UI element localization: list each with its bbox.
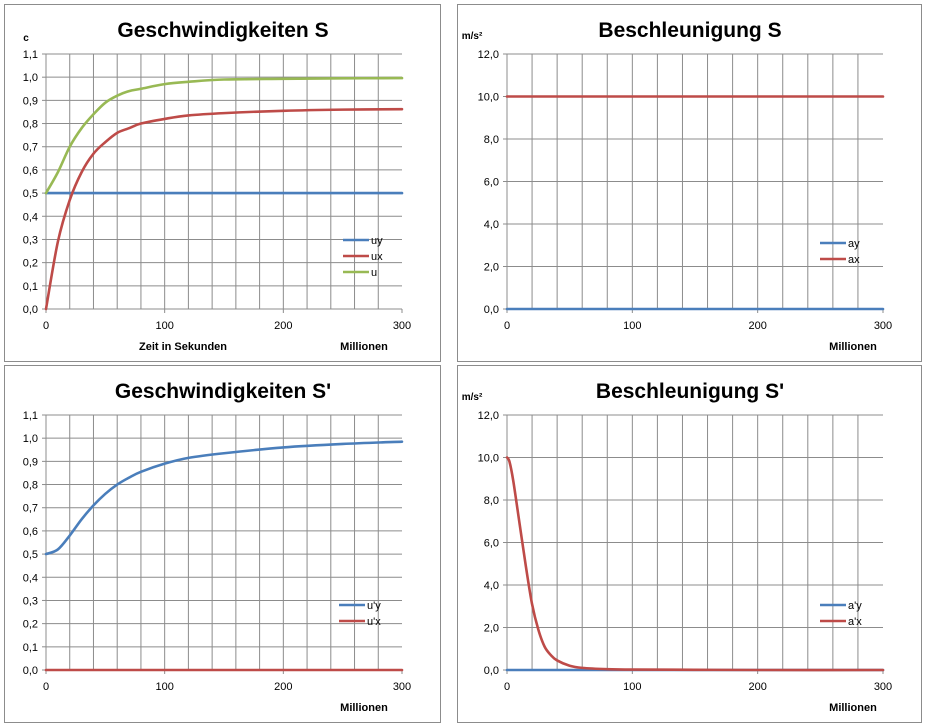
vertical-gridlines bbox=[69, 415, 379, 670]
horizontal-gridlines bbox=[46, 414, 402, 648]
chart-svg: Geschwindigkeiten S' 0,0 0,1 0,2 0,3 0,4 0,5 0,… bbox=[23, 380, 411, 714]
legend-label: a'x bbox=[848, 616, 862, 628]
x-tick-label: 200 bbox=[274, 681, 292, 693]
y-tick-label: 0,3 bbox=[23, 595, 38, 607]
horizontal-gridlines bbox=[46, 53, 402, 287]
y-tick-label: 1,0 bbox=[23, 433, 38, 445]
y-tick-label: 0,3 bbox=[23, 234, 38, 246]
x-tick-label: 0 bbox=[504, 320, 510, 332]
y-tick-label: 0,2 bbox=[23, 258, 38, 270]
x-tick-label: 300 bbox=[393, 681, 411, 693]
y-tick-label: 2,0 bbox=[484, 262, 499, 274]
y-tick-label: 1,0 bbox=[23, 72, 38, 84]
legend-label: u'x bbox=[367, 616, 381, 628]
y-tick-label: 1,1 bbox=[23, 49, 38, 61]
y-tick-label: 0,6 bbox=[23, 526, 38, 538]
y-tick-label: 0,4 bbox=[23, 572, 38, 584]
y-tick-label: 0,0 bbox=[23, 304, 38, 316]
y-tick-label: 8,0 bbox=[484, 134, 499, 146]
chart-title: Beschleunigung S bbox=[598, 19, 781, 42]
legend-label: uy bbox=[371, 235, 383, 247]
chart-title: Geschwindigkeiten S' bbox=[115, 380, 331, 403]
chart-svg: Beschleunigung S m/s² 0,0 2,0 4,0 6,0 8,0 10,0 1… bbox=[462, 19, 892, 353]
y-axis-label: m/s² bbox=[462, 31, 483, 42]
x-tick-label: 100 bbox=[155, 320, 173, 332]
legend-label: u'y bbox=[367, 600, 381, 612]
legend-label: u bbox=[371, 267, 377, 279]
chart-svg: Beschleunigung S' m/s² 0,0 2,0 4,0 6,0 8,0 10,0… bbox=[462, 380, 892, 714]
x-tick-label: 300 bbox=[874, 320, 892, 332]
series-line-1 bbox=[44, 107, 404, 311]
y-axis-label: m/s² bbox=[462, 392, 483, 403]
y-tick-label: 0,6 bbox=[23, 165, 38, 177]
x-tick-label: 100 bbox=[155, 681, 173, 693]
y-tick-label: 0,4 bbox=[23, 211, 38, 223]
y-tick-label: 0,7 bbox=[23, 503, 38, 515]
chart-panel-acceleration-s: Beschleunigung S m/s² 0,0 2,0 4,0 6,0 8,0 10,0 1… bbox=[457, 4, 922, 362]
y-axis-label: c bbox=[23, 33, 29, 44]
y-tick-label: 1,1 bbox=[23, 410, 38, 422]
y-tick-label: 0,8 bbox=[23, 480, 38, 492]
x-tick-label: 100 bbox=[623, 320, 641, 332]
y-tick-label: 0,5 bbox=[23, 549, 38, 561]
y-tick-label: 0,9 bbox=[23, 456, 38, 468]
y-tick-label: 10,0 bbox=[478, 453, 499, 465]
x-tick-label: 300 bbox=[393, 320, 411, 332]
legend-label: ax bbox=[848, 254, 860, 266]
x-axis-unit-label: Millionen bbox=[829, 341, 877, 353]
legend-label: a'y bbox=[848, 600, 862, 612]
chart-title: Beschleunigung S' bbox=[596, 380, 784, 403]
y-tick-label: 0,1 bbox=[23, 642, 38, 654]
y-tick-label: 0,0 bbox=[23, 665, 38, 677]
y-tick-label: 0,7 bbox=[23, 142, 38, 154]
x-tick-label: 200 bbox=[748, 320, 766, 332]
y-tick-label: 4,0 bbox=[484, 580, 499, 592]
y-tick-label: 0,9 bbox=[23, 95, 38, 107]
x-tick-label: 100 bbox=[623, 681, 641, 693]
chart-panel-velocity-s-prime: Geschwindigkeiten S' 0,0 0,1 0,2 0,3 0,4 0,5 0,… bbox=[4, 365, 441, 723]
x-axis-label: Zeit in Sekunden bbox=[139, 341, 227, 353]
x-tick-label: 300 bbox=[874, 681, 892, 693]
x-tick-label: 0 bbox=[43, 320, 49, 332]
x-tick-label: 0 bbox=[43, 681, 49, 693]
y-tick-label: 0,5 bbox=[23, 188, 38, 200]
y-tick-label: 8,0 bbox=[484, 495, 499, 507]
legend: ay ax bbox=[820, 238, 860, 266]
y-tick-label: 12,0 bbox=[478, 410, 499, 422]
series-line-0 bbox=[44, 440, 404, 556]
y-tick-label: 0,2 bbox=[23, 619, 38, 631]
y-tick-label: 0,0 bbox=[484, 304, 499, 316]
x-tick-label: 200 bbox=[274, 320, 292, 332]
chart-panel-acceleration-s-prime: Beschleunigung S' m/s² 0,0 2,0 4,0 6,0 8,0 10,0… bbox=[457, 365, 922, 723]
x-axis-unit-label: Millionen bbox=[340, 702, 388, 714]
y-tick-label: 0,0 bbox=[484, 665, 499, 677]
legend: a'y a'x bbox=[820, 600, 862, 628]
x-tick-label: 0 bbox=[504, 681, 510, 693]
y-tick-label: 0,1 bbox=[23, 281, 38, 293]
chart-panel-velocity-s: Geschwindigkeiten S c 0,0 0,1 0,2 0,3 0,4 0,5 0,… bbox=[4, 4, 441, 362]
legend-label: ux bbox=[371, 251, 383, 263]
y-tick-label: 6,0 bbox=[484, 538, 499, 550]
chart-svg: Geschwindigkeiten S c 0,0 0,1 0,2 0,3 0,4 0,5 0,… bbox=[23, 19, 411, 353]
y-tick-label: 6,0 bbox=[484, 177, 499, 189]
y-tick-label: 4,0 bbox=[484, 219, 499, 231]
y-tick-label: 2,0 bbox=[484, 623, 499, 635]
y-tick-label: 12,0 bbox=[478, 49, 499, 61]
legend-label: ay bbox=[848, 238, 860, 250]
horizontal-gridlines bbox=[507, 53, 883, 267]
chart-title: Geschwindigkeiten S bbox=[117, 19, 328, 42]
series-line-2 bbox=[44, 76, 404, 195]
vertical-gridlines bbox=[69, 54, 379, 309]
y-tick-label: 10,0 bbox=[478, 92, 499, 104]
legend: u'y u'x bbox=[339, 600, 381, 628]
x-tick-label: 200 bbox=[748, 681, 766, 693]
horizontal-gridlines bbox=[507, 414, 883, 628]
series-line-1 bbox=[505, 456, 885, 672]
legend: uy ux u bbox=[343, 235, 383, 279]
x-axis-unit-label: Millionen bbox=[340, 341, 388, 353]
x-axis-unit-label: Millionen bbox=[829, 702, 877, 714]
y-tick-label: 0,8 bbox=[23, 119, 38, 131]
